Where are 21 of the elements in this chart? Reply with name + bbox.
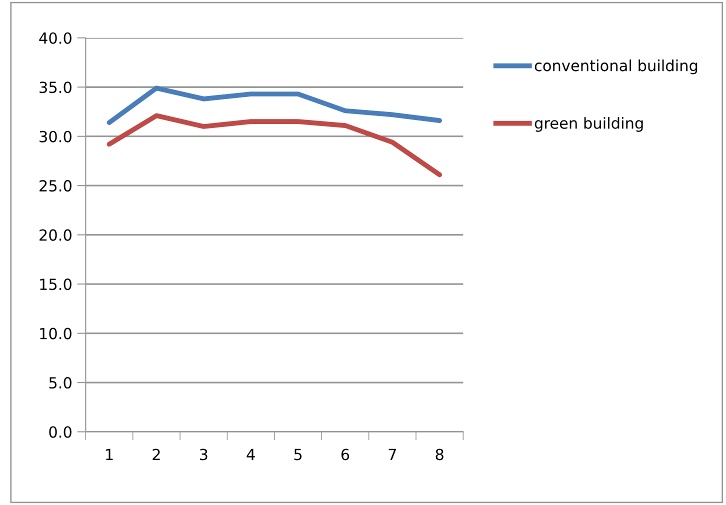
x-tick-label: 2	[152, 448, 160, 460]
x-tick-label: 8	[436, 448, 444, 460]
x-tick-label: 1	[106, 448, 113, 460]
x-tick-label: 7	[388, 448, 396, 460]
y-tick-label: 10.0	[40, 328, 72, 340]
x-tick-label: 5	[294, 448, 302, 460]
x-tick-label: 4	[246, 448, 255, 460]
y-tick-label: 0.0	[49, 426, 72, 438]
x-tick-label: 3	[200, 448, 208, 460]
line-series	[106, 113, 442, 178]
y-tick-label: 25.0	[40, 180, 72, 192]
y-tick-label: 15.0	[40, 278, 72, 290]
y-tick-label: 5.0	[49, 377, 72, 389]
y-tick-label: 30.0	[40, 130, 72, 142]
line-series	[106, 86, 442, 125]
legend-label: conventional building	[534, 60, 698, 74]
y-tick-label: 20.0	[40, 229, 72, 241]
legend-label: green building	[534, 117, 643, 132]
y-tick-label: 35.0	[40, 82, 72, 94]
x-tick-label: 6	[341, 448, 350, 460]
y-tick-label: 40.0	[39, 32, 72, 44]
